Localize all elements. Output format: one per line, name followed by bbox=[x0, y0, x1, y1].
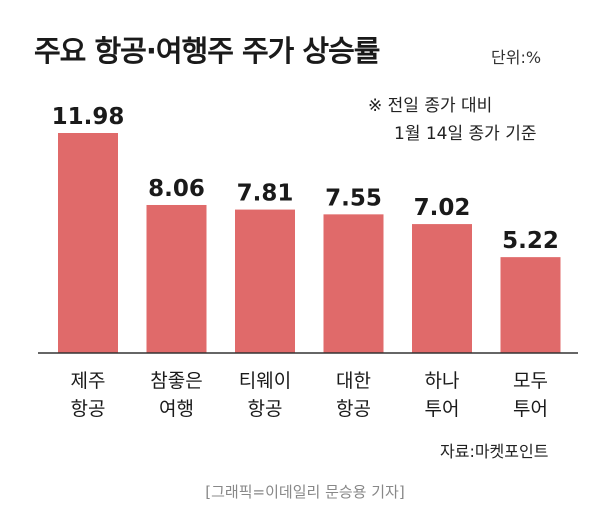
category-label-1-0: 참좋은 bbox=[150, 370, 202, 392]
bar-5 bbox=[500, 257, 561, 353]
category-label-0-1: 항공 bbox=[71, 398, 106, 420]
category-label-3-0: 대한 bbox=[336, 370, 371, 392]
graphic-credit: [그래픽=이데일리 문승용 기자] bbox=[205, 483, 405, 501]
category-label-5-1: 투어 bbox=[513, 398, 548, 420]
source-label: 자료:마켓포인트 bbox=[440, 442, 549, 461]
bar-4 bbox=[412, 224, 472, 353]
note-line-1: ※ 전일 종가 대비 bbox=[368, 96, 493, 116]
chart-note: ※ 전일 종가 대비 1월 14일 종가 기준 bbox=[368, 92, 537, 148]
value-label-2: 7.81 bbox=[237, 181, 294, 207]
note-line-2: 1월 14일 종가 기준 bbox=[394, 124, 537, 144]
category-label-0-0: 제주 bbox=[71, 370, 106, 392]
category-label-2-1: 항공 bbox=[248, 398, 283, 420]
bar-1 bbox=[146, 204, 207, 353]
value-label-3: 7.55 bbox=[325, 185, 382, 211]
value-label-4: 7.02 bbox=[414, 195, 471, 221]
category-label-5-0: 모두 bbox=[513, 370, 548, 392]
bar-2 bbox=[235, 209, 295, 353]
category-label-1-1: 여행 bbox=[159, 398, 194, 420]
value-label-0: 11.98 bbox=[52, 104, 125, 130]
chart-title: 주요 항공·여행주 주가 상승률 bbox=[34, 34, 380, 68]
category-label-4-0: 하나 bbox=[425, 370, 460, 392]
value-label-5: 5.22 bbox=[502, 228, 559, 254]
value-label-1: 8.06 bbox=[148, 176, 205, 202]
category-label-2-0: 티웨이 bbox=[239, 370, 291, 392]
category-label-3-1: 항공 bbox=[336, 398, 371, 420]
bar-3 bbox=[323, 214, 384, 353]
category-label-4-1: 투어 bbox=[425, 398, 460, 420]
bar-0 bbox=[58, 133, 118, 353]
unit-label: 단위:% bbox=[491, 48, 542, 67]
